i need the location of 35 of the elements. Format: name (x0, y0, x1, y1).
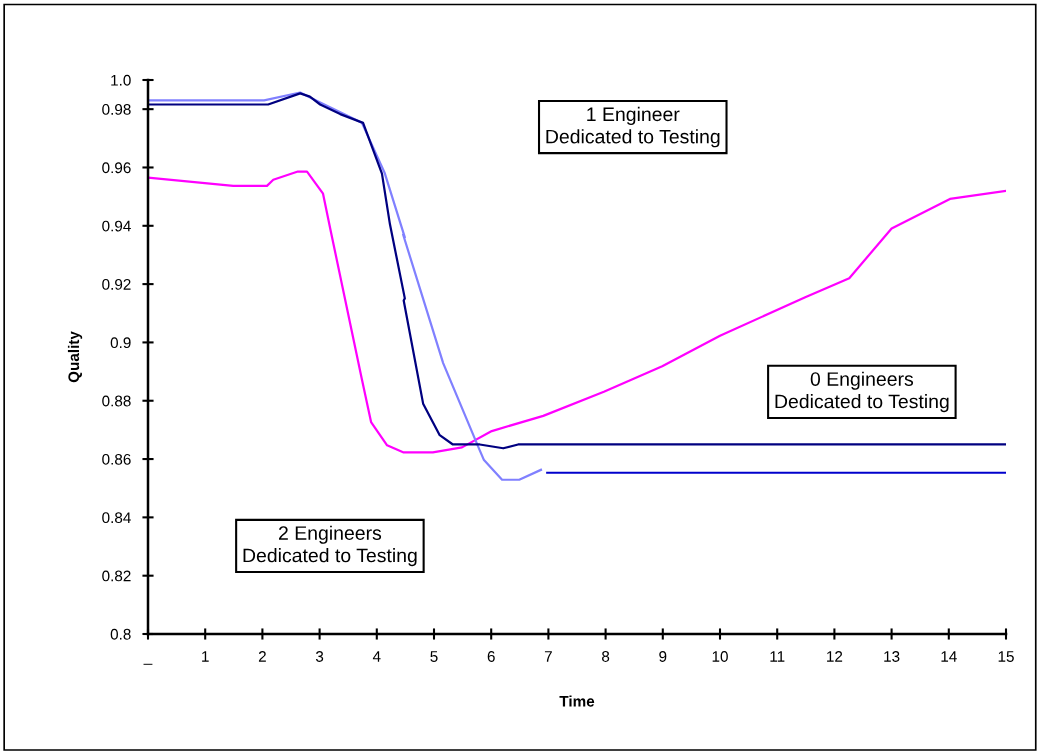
x-tick-label: 14 (941, 651, 957, 662)
x-tick-label: 11 (770, 651, 785, 662)
y-tick-label: 0.88 (102, 395, 131, 407)
x-tick-label: 4 (372, 651, 381, 662)
x-tick-label: 10 (712, 651, 728, 662)
x-tick-label: 6 (487, 651, 495, 662)
x-tick-label: 2 (258, 651, 266, 662)
annotation: 0 Engineers Dedicated to Testing (775, 371, 949, 413)
x-tick-label: 1 (202, 651, 209, 662)
y-tick-label: 0.92 (102, 278, 131, 290)
x-tick-label: 13 (884, 651, 900, 662)
y-tick-label: 0.86 (102, 453, 131, 465)
y-tick-label: 0.96 (102, 162, 131, 174)
y-tick-label: 0.8 (110, 628, 131, 640)
y-tick-label: 0.94 (102, 220, 131, 232)
y-tick-label: 0.82 (102, 570, 131, 582)
annotation: 1 Engineer Dedicated to Testing (546, 106, 720, 148)
x-tick-label: 9 (659, 651, 667, 662)
line-series (148, 91, 543, 481)
y-tick-label: 1.0 (111, 74, 131, 86)
x-tick-label: _ (143, 663, 153, 665)
x-tick-label: 5 (430, 651, 438, 662)
annotation: 2 Engineers Dedicated to Testing (243, 525, 417, 567)
line-series (148, 92, 1006, 450)
x-tick-label: 7 (544, 651, 552, 662)
line-series (148, 170, 1006, 454)
x-tick-label: 8 (602, 651, 610, 662)
y-axis-title: Quality (67, 331, 83, 383)
x-tick-label: 12 (827, 651, 843, 662)
x-axis-title: Time (559, 695, 595, 707)
y-tick-label: 0.84 (102, 512, 131, 524)
x-tick-label: 15 (998, 651, 1014, 662)
y-tick-label: 0.98 (102, 104, 131, 115)
x-tick-label: 3 (315, 651, 324, 662)
y-tick-label: 0.9 (110, 337, 131, 349)
